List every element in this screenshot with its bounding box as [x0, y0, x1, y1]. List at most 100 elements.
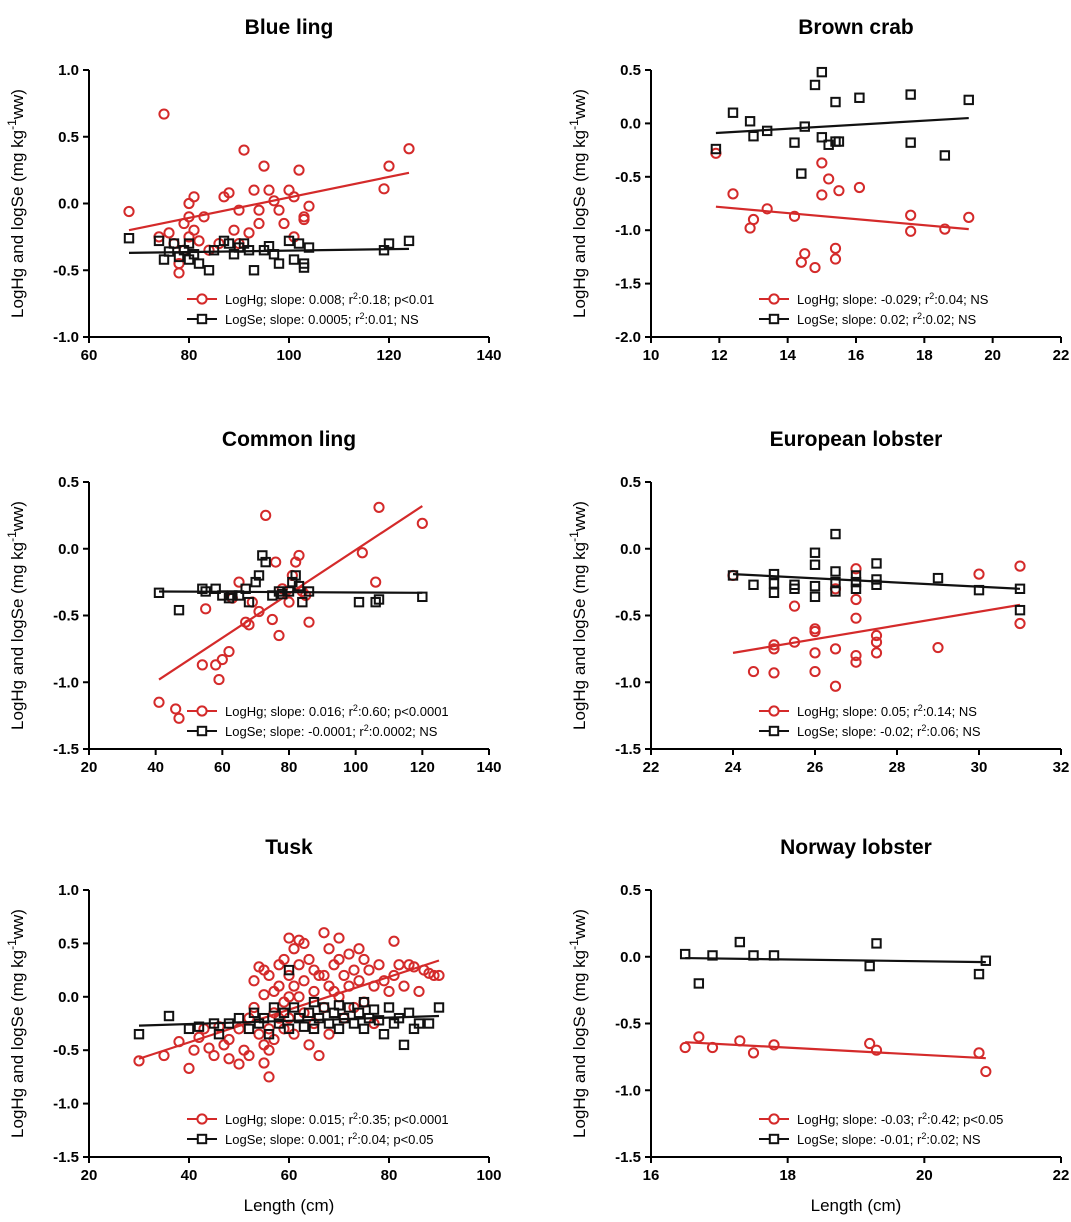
data-point-loghg	[870, 1044, 883, 1056]
x-tick-label: 80	[281, 759, 298, 776]
data-point-logse	[353, 1007, 365, 1019]
y-axis-label-sup: -1	[5, 939, 19, 950]
legend-label: LogHg; slope: -0.029; r2:0.04; NS	[797, 291, 989, 307]
data-point-loghg	[278, 953, 290, 966]
data-point-logse	[243, 596, 255, 608]
legend-label-pre: LogHg; slope: 0.008; r	[225, 292, 354, 307]
data-point-loghg	[208, 1049, 220, 1062]
data-point-loghg	[333, 932, 345, 944]
data-point-logse	[293, 238, 305, 249]
data-point-logse	[208, 245, 220, 256]
data-point-loghg	[850, 612, 862, 624]
x-tick-label: 20	[984, 347, 1001, 364]
data-point-loghg	[318, 969, 330, 982]
data-point-logse	[871, 574, 882, 585]
legend-label-sup: 2	[921, 1131, 926, 1141]
series-loghg	[679, 1031, 992, 1078]
data-point-logse	[318, 1002, 330, 1013]
series-loghg	[710, 147, 975, 274]
data-point-logse	[423, 1018, 435, 1029]
data-point-logse	[744, 116, 756, 127]
data-point-logse	[290, 570, 301, 581]
legend-entry-logse: LogSe; slope: -0.02; r2:0.06; NS	[759, 723, 981, 739]
data-point-logse	[153, 235, 165, 247]
data-point-logse	[830, 586, 841, 597]
chart-title: Blue ling	[245, 16, 334, 39]
y-tick-label: 0.0	[58, 541, 79, 558]
x-tick-label: 22	[1053, 347, 1070, 364]
legend-label-post: :0.02; NS	[922, 312, 977, 327]
data-point-logse	[383, 1002, 395, 1013]
x-tick-label: 10	[643, 347, 660, 364]
data-point-logse	[973, 968, 985, 980]
y-tick-label: -1.0	[53, 329, 79, 346]
legend-label: LogSe; slope: 0.0005; r2:0.01; NS	[225, 311, 419, 327]
y-tick-label: 0.0	[58, 196, 79, 213]
data-point-loghg	[248, 184, 260, 196]
data-point-loghg	[963, 211, 975, 223]
legend-label: LogHg; slope: 0.008; r2:0.18; p<0.01	[225, 291, 434, 307]
data-point-loghg	[864, 1037, 876, 1050]
data-point-logse	[303, 1007, 315, 1019]
data-point-logse	[283, 1023, 295, 1035]
data-point-loghg	[833, 185, 845, 197]
data-point-logse	[253, 570, 265, 581]
data-point-loghg	[288, 980, 300, 992]
data-point-loghg	[433, 969, 445, 982]
data-point-loghg	[1014, 617, 1026, 630]
data-point-logse	[248, 1007, 260, 1019]
data-point-loghg	[932, 641, 944, 654]
data-point-loghg	[761, 203, 773, 215]
trend-line-loghg	[685, 1041, 986, 1060]
chart-panel-0: Blue ling 60 80 100 120 140 -1.0 -0.5 0.0 0.5 1.0 L…	[5, 16, 502, 364]
data-point-loghg	[303, 200, 315, 212]
data-point-loghg	[323, 943, 335, 955]
x-tick-label: 100	[276, 347, 301, 364]
data-point-loghg	[747, 213, 760, 226]
data-point-loghg	[266, 613, 278, 626]
x-axis-label: Length (cm)	[244, 1196, 335, 1215]
data-point-loghg	[288, 943, 300, 955]
legend-label-pre: LogHg; slope: -0.029; r	[797, 292, 930, 307]
data-point-loghg	[323, 1028, 335, 1040]
series-logse	[123, 233, 415, 276]
data-point-loghg	[196, 659, 208, 671]
data-point-loghg	[356, 547, 368, 559]
x-axis-label: Length (cm)	[811, 1196, 902, 1215]
data-point-loghg	[188, 1044, 200, 1056]
data-point-logse	[358, 1023, 370, 1035]
legend-entry-loghg: LogHg; slope: 0.05; r2:0.14; NS	[759, 703, 977, 719]
x-tick-label: 60	[214, 759, 231, 776]
data-point-logse	[373, 594, 385, 605]
data-point-loghg	[123, 205, 135, 218]
data-point-loghg	[273, 629, 285, 642]
y-tick-label: 1.0	[58, 62, 79, 79]
data-point-loghg	[158, 108, 170, 120]
chart-panel-2: Common ling 20 40 60 80 100 120 140 -1.5 -1.0 -0.5…	[5, 428, 502, 776]
data-point-logse	[308, 996, 320, 1008]
trend-line-logse	[715, 116, 969, 135]
y-tick-label: 0.0	[620, 949, 641, 966]
data-point-logse	[123, 233, 135, 244]
trend-line-loghg	[128, 171, 410, 232]
data-point-logse	[1014, 604, 1026, 616]
data-point-logse	[871, 938, 882, 949]
legend-label-post: :0.04; p<0.05	[357, 1132, 433, 1147]
data-point-loghg	[870, 647, 883, 659]
data-point-logse	[163, 1010, 175, 1022]
data-point-logse	[433, 1002, 445, 1013]
y-tick-label: -0.5	[53, 608, 79, 625]
data-point-loghg	[850, 563, 862, 575]
legend-label-post: :0.06; NS	[926, 724, 981, 739]
legend-entry-loghg: LogHg; slope: 0.016; r2:0.60; p<0.0001	[187, 703, 449, 719]
data-point-logse	[203, 265, 215, 276]
data-point-loghg	[829, 680, 842, 692]
legend-label-sup: 2	[352, 1131, 357, 1141]
y-axis-label-main: LogHg and logSe (mg kg	[8, 542, 27, 730]
data-point-loghg	[829, 242, 842, 254]
data-point-logse	[854, 92, 865, 103]
trend-line-logse	[685, 956, 986, 964]
legend-label-post: :0.60; p<0.0001	[358, 704, 449, 719]
data-point-loghg	[258, 989, 270, 1001]
data-point-loghg	[283, 932, 295, 944]
